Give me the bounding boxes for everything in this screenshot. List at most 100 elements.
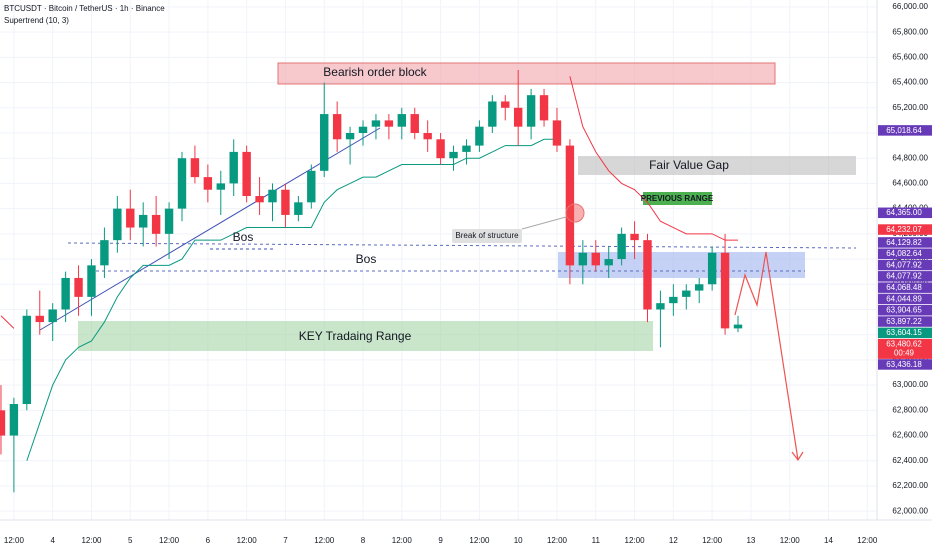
candle-body — [707, 252, 717, 285]
candle-body — [604, 259, 613, 266]
candle-body — [139, 214, 148, 228]
candle-body — [35, 315, 44, 323]
marks — [0, 69, 743, 493]
x-tick-label: 11 — [592, 536, 601, 545]
candle-body — [643, 240, 652, 310]
y-tick-label: 65,800.00 — [892, 27, 928, 36]
price-badge — [878, 359, 932, 370]
x-tick-label: 12:00 — [547, 536, 568, 545]
structure-circle — [565, 203, 585, 223]
candle-body — [216, 183, 225, 190]
chart-title: BTCUSDT · Bitcoin / TetherUS · 1h · Bina… — [4, 4, 165, 13]
price-label: 64,077.92 — [886, 272, 922, 281]
candle-body — [449, 151, 458, 159]
candle-body — [177, 158, 187, 209]
fvg-box — [578, 156, 856, 175]
candle-body — [462, 145, 471, 152]
supertrend-line — [569, 76, 738, 241]
price-label: 64,077.92 — [886, 260, 922, 269]
candle-body — [345, 132, 355, 140]
y-tick-label: 63,000.00 — [892, 380, 928, 389]
price-badge — [878, 259, 932, 271]
candle-body — [9, 404, 19, 436]
y-tick-label: 62,600.00 — [892, 431, 928, 440]
x-tick-label: 12:00 — [469, 536, 490, 545]
candle-body — [384, 120, 394, 127]
x-tick-label: 12:00 — [314, 536, 335, 545]
candle-body — [332, 114, 342, 140]
x-tick-label: 12:00 — [159, 536, 180, 545]
price-badge — [878, 248, 932, 259]
candle-body — [410, 114, 419, 133]
y-tick-label: 66,000.00 — [892, 2, 928, 11]
order-block-box — [277, 62, 776, 85]
candle-body — [151, 214, 161, 234]
annotation: Break of structure — [455, 231, 519, 240]
annotation: KEY Tradaing Range — [299, 329, 412, 343]
candle-body — [100, 240, 109, 266]
candle-body — [695, 284, 704, 291]
x-tick-label: 13 — [746, 536, 755, 545]
price-badge — [878, 207, 932, 219]
price-badge — [878, 125, 932, 136]
supertrend-line — [26, 138, 557, 461]
axes: 62,000.00 62,200.00 62,400.00 62,600.00 62,8… — [4, 2, 932, 545]
candle-body — [307, 170, 316, 203]
candle-body — [320, 114, 329, 171]
x-tick-label: 12:00 — [625, 536, 646, 545]
price-badge — [878, 327, 932, 339]
indicator-label: Supertrend (10, 3) — [4, 16, 69, 25]
candle-body — [488, 101, 497, 127]
x-tick-label: 10 — [514, 536, 523, 545]
price-label: 64,232.07 — [886, 225, 922, 234]
x-tick-label: 4 — [50, 536, 55, 545]
x-tick-label: 8 — [361, 536, 366, 545]
annotation: Bos — [356, 252, 377, 266]
projection — [734, 251, 799, 461]
candle-body — [294, 202, 303, 215]
annotation: PREVIOUS RANGE — [641, 194, 714, 203]
y-tick-label: 65,400.00 — [892, 78, 928, 87]
y-tick-label: 64,600.00 — [892, 179, 928, 188]
candle-body — [255, 196, 264, 203]
price-label: 63,904.65 — [886, 306, 922, 315]
price-badge — [878, 271, 932, 282]
candle-body — [423, 132, 432, 140]
candle-body — [720, 252, 730, 329]
price-label: 63,436.18 — [886, 360, 922, 369]
y-tick-label: 65,600.00 — [892, 52, 928, 61]
candle-body — [630, 233, 639, 241]
price-label: 64,365.00 — [886, 208, 922, 217]
candle-body — [0, 410, 6, 436]
price-label: 64,068.48 — [886, 283, 922, 292]
candle-body — [617, 233, 626, 260]
candle-body — [48, 309, 57, 323]
x-tick-label: 12:00 — [857, 536, 878, 545]
x-tick-label: 12:00 — [780, 536, 801, 545]
annotation: Fair Value Gap — [649, 158, 729, 172]
candle-body — [501, 101, 510, 108]
price-badge — [878, 224, 932, 235]
candle-body — [164, 208, 174, 234]
candle-body — [87, 265, 96, 297]
candle-body — [358, 126, 368, 133]
candle-body — [203, 177, 213, 190]
y-tick-label: 62,800.00 — [892, 405, 928, 414]
candle-body — [22, 315, 32, 405]
candle-body — [61, 277, 70, 310]
price-badge — [878, 338, 932, 359]
x-tick-label: 12:00 — [392, 536, 413, 545]
y-tick-label: 62,400.00 — [892, 456, 928, 465]
price-label: 64,044.89 — [886, 294, 922, 303]
candle-body — [669, 296, 678, 304]
y-tick-label: 65,200.00 — [892, 103, 928, 112]
candle-body — [242, 151, 251, 197]
x-tick-label: 14 — [824, 536, 833, 545]
candle-body — [578, 252, 588, 266]
candle-body — [513, 107, 523, 127]
annotation: Bos — [233, 230, 254, 244]
candle-body — [526, 95, 536, 127]
price-label: 63,604.15 — [886, 328, 922, 337]
price-badge — [878, 293, 932, 305]
x-tick-label: 12 — [669, 536, 678, 545]
